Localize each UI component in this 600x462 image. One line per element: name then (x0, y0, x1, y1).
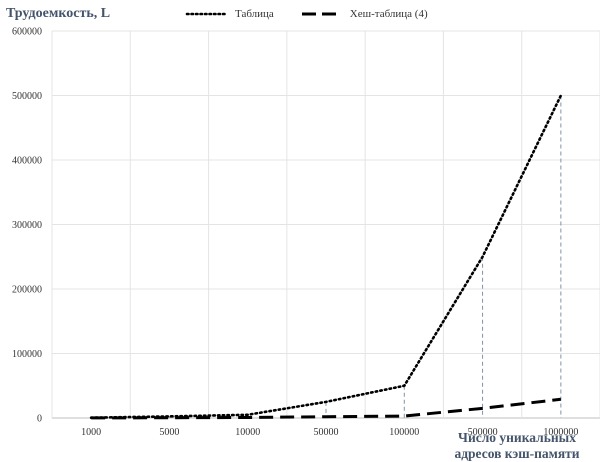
x-tick-label: 1000 (81, 427, 101, 438)
x-axis-title-line-2: адресов кэш-памяти (454, 446, 580, 461)
series-lines (89, 94, 563, 420)
x-tick-label: 50000 (314, 427, 339, 438)
series-line-table (89, 94, 563, 419)
gridlines (51, 30, 600, 419)
y-axis-title: Трудоемкость, L (6, 6, 111, 21)
x-tick-label: 10000 (235, 427, 260, 438)
legend-label-table: Таблица (235, 8, 274, 20)
legend-swatch-dotted (185, 12, 229, 16)
y-tick-label: 100000 (12, 349, 42, 360)
series-line-hash-table (91, 397, 562, 420)
legend: Таблица Хеш-таблица (4) (185, 8, 428, 20)
drop-lines (90, 95, 562, 418)
x-tick-label: 5000 (159, 427, 179, 438)
x-tick-label: 500000 (468, 427, 498, 438)
legend-item-hash: Хеш-таблица (4) (300, 8, 428, 20)
legend-item-table: Таблица (185, 8, 274, 20)
y-axis-ticks: 0 100000 200000 300000 400000 500000 600000 (12, 27, 42, 425)
legend-swatch-dashed (301, 12, 342, 16)
y-tick-label: 600000 (12, 27, 42, 38)
x-tick-label: 100000 (389, 427, 419, 438)
y-tick-label: 200000 (12, 285, 42, 296)
legend-label-hash: Хеш-таблица (4) (349, 8, 428, 20)
y-tick-label: 300000 (12, 220, 42, 231)
x-axis-title: Число уникальных адресов кэш-памяти (442, 430, 592, 462)
y-tick-label: 400000 (12, 156, 42, 167)
y-tick-label: 500000 (12, 91, 42, 102)
y-tick-label: 0 (37, 414, 42, 425)
x-axis-title-line-1: Число уникальных (458, 430, 576, 445)
x-axis-ticks: 1000 5000 10000 50000 100000 500000 1000000 (81, 427, 578, 438)
x-tick-label: 1000000 (543, 427, 578, 438)
